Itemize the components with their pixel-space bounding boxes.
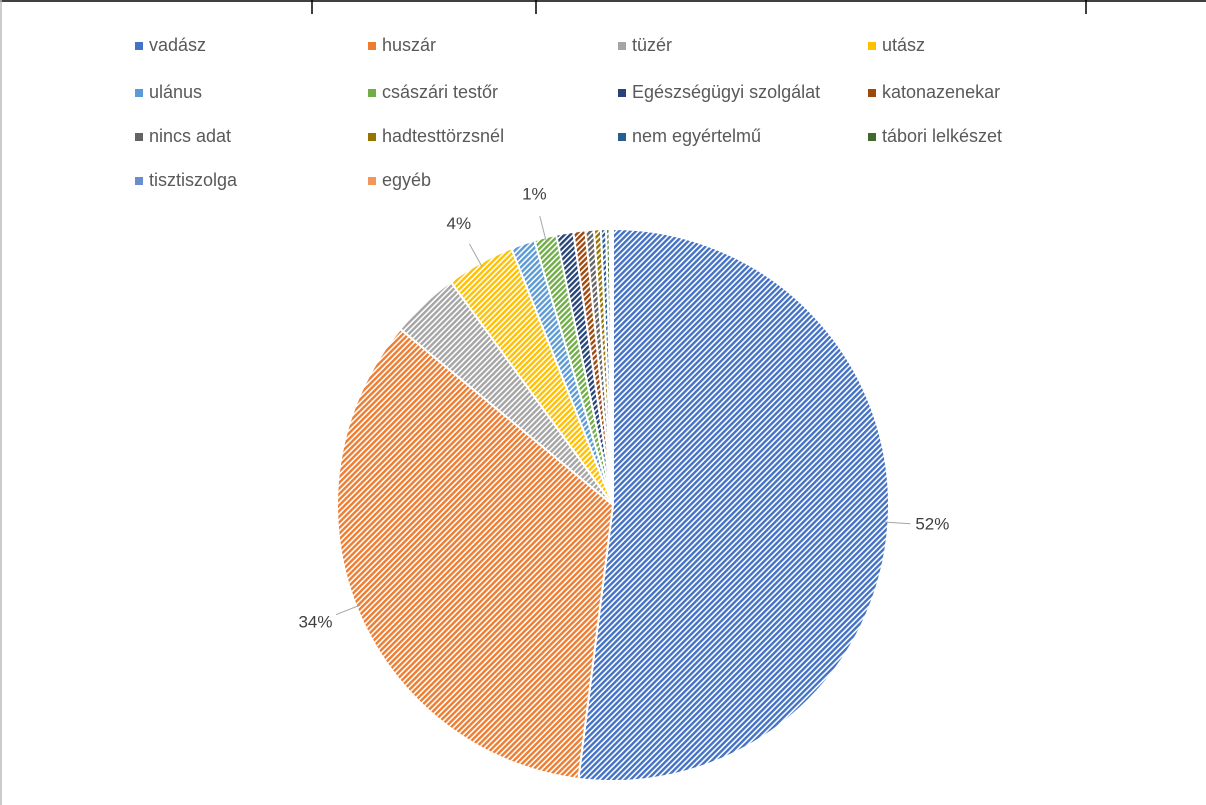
data-label: 4% xyxy=(447,214,472,233)
legend-marker xyxy=(368,42,376,50)
data-label: 52% xyxy=(915,515,949,534)
leader-line xyxy=(468,243,483,267)
legend-marker xyxy=(868,133,876,141)
legend-marker xyxy=(868,89,876,97)
legend-text: tisztiszolga xyxy=(149,170,238,190)
legend-marker xyxy=(868,42,876,50)
legend-text: nincs adat xyxy=(149,126,231,146)
legend-text: egyéb xyxy=(382,170,431,190)
pie-slice xyxy=(577,227,890,782)
legend-text: nem egyértelmű xyxy=(632,126,761,146)
legend-marker xyxy=(368,133,376,141)
legend-marker xyxy=(135,42,143,50)
legend-text: tábori lelkészet xyxy=(882,126,1002,146)
data-label: 34% xyxy=(298,612,332,631)
legend-marker xyxy=(135,177,143,185)
leader-line xyxy=(335,604,361,616)
legend-marker xyxy=(618,42,626,50)
legend-marker xyxy=(368,89,376,97)
legend-text: vadász xyxy=(149,35,206,55)
legend-marker xyxy=(618,89,626,97)
legend-marker xyxy=(618,133,626,141)
legend-marker xyxy=(135,89,143,97)
legend-text: Egészségügyi szolgálat xyxy=(632,82,820,102)
legend-text: tüzér xyxy=(632,35,672,55)
leader-line xyxy=(884,521,911,525)
data-label: 1% xyxy=(522,184,547,203)
legend-text: császári testőr xyxy=(382,82,498,102)
legend-text: ulánus xyxy=(149,82,202,102)
legend-marker xyxy=(368,177,376,185)
legend-text: huszár xyxy=(382,35,436,55)
legend-marker xyxy=(135,133,143,141)
leader-line xyxy=(539,216,547,242)
legend-text: katonazenekar xyxy=(882,82,1000,102)
pie-slice xyxy=(610,227,614,506)
legend-text: utász xyxy=(882,35,925,55)
legend-text: hadtesttörzsnél xyxy=(382,126,504,146)
